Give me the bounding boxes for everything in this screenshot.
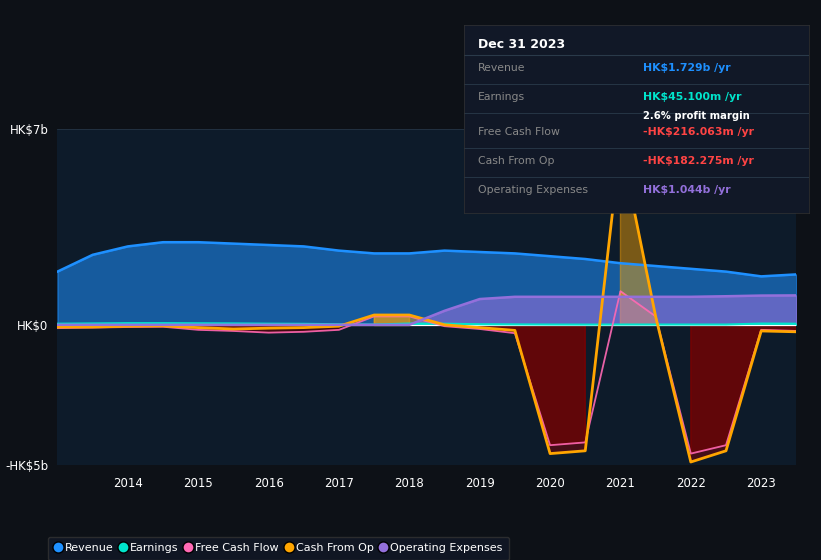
Text: HK$1.729b /yr: HK$1.729b /yr bbox=[643, 63, 731, 73]
Text: HK$1.044b /yr: HK$1.044b /yr bbox=[643, 185, 731, 195]
Text: Cash From Op: Cash From Op bbox=[478, 156, 554, 166]
Text: -HK$182.275m /yr: -HK$182.275m /yr bbox=[643, 156, 754, 166]
Text: Dec 31 2023: Dec 31 2023 bbox=[478, 38, 565, 52]
Text: HK$45.100m /yr: HK$45.100m /yr bbox=[643, 92, 741, 102]
Text: -HK$216.063m /yr: -HK$216.063m /yr bbox=[643, 127, 754, 137]
Text: Operating Expenses: Operating Expenses bbox=[478, 185, 588, 195]
Text: 2.6% profit margin: 2.6% profit margin bbox=[643, 111, 750, 121]
Text: Earnings: Earnings bbox=[478, 92, 525, 102]
Text: Revenue: Revenue bbox=[478, 63, 525, 73]
Legend: Revenue, Earnings, Free Cash Flow, Cash From Op, Operating Expenses: Revenue, Earnings, Free Cash Flow, Cash … bbox=[48, 536, 509, 560]
Text: Free Cash Flow: Free Cash Flow bbox=[478, 127, 560, 137]
